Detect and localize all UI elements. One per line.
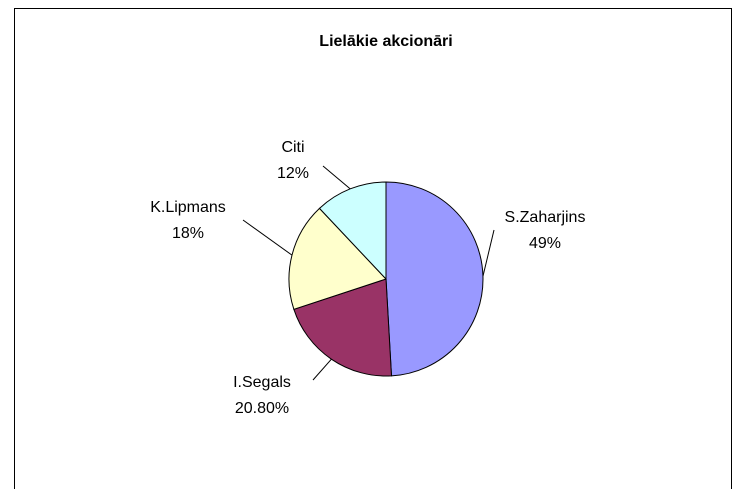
slice-value-label: 18% — [172, 225, 204, 242]
slice-value-label: 12% — [277, 165, 309, 182]
slice-label: Citi — [281, 139, 304, 156]
slice-label: K.Lipmans — [150, 199, 226, 216]
leader-line — [322, 165, 351, 190]
leader-line — [242, 219, 293, 256]
slice-value-label: 20.80% — [235, 400, 289, 417]
slice-value-label: 49% — [529, 235, 561, 252]
pie-slice — [385, 181, 484, 377]
slice-label: S.Zaharjins — [505, 209, 586, 226]
chart-title: Lielākie akcionāri — [319, 33, 452, 50]
leader-line — [482, 229, 495, 277]
slice-label: I.Segals — [233, 374, 291, 391]
leader-line — [312, 358, 332, 381]
pie-slice — [318, 181, 387, 281]
